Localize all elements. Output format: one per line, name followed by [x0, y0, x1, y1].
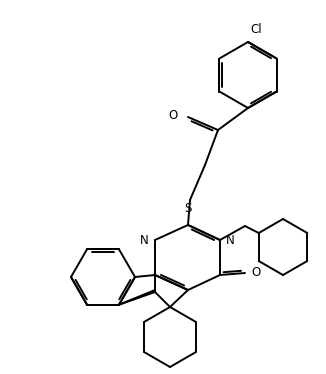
- Text: O: O: [169, 108, 178, 122]
- Text: O: O: [251, 267, 260, 279]
- Text: S: S: [184, 202, 192, 215]
- Text: N: N: [140, 233, 149, 246]
- Text: Cl: Cl: [250, 23, 262, 36]
- Text: N: N: [226, 233, 235, 246]
